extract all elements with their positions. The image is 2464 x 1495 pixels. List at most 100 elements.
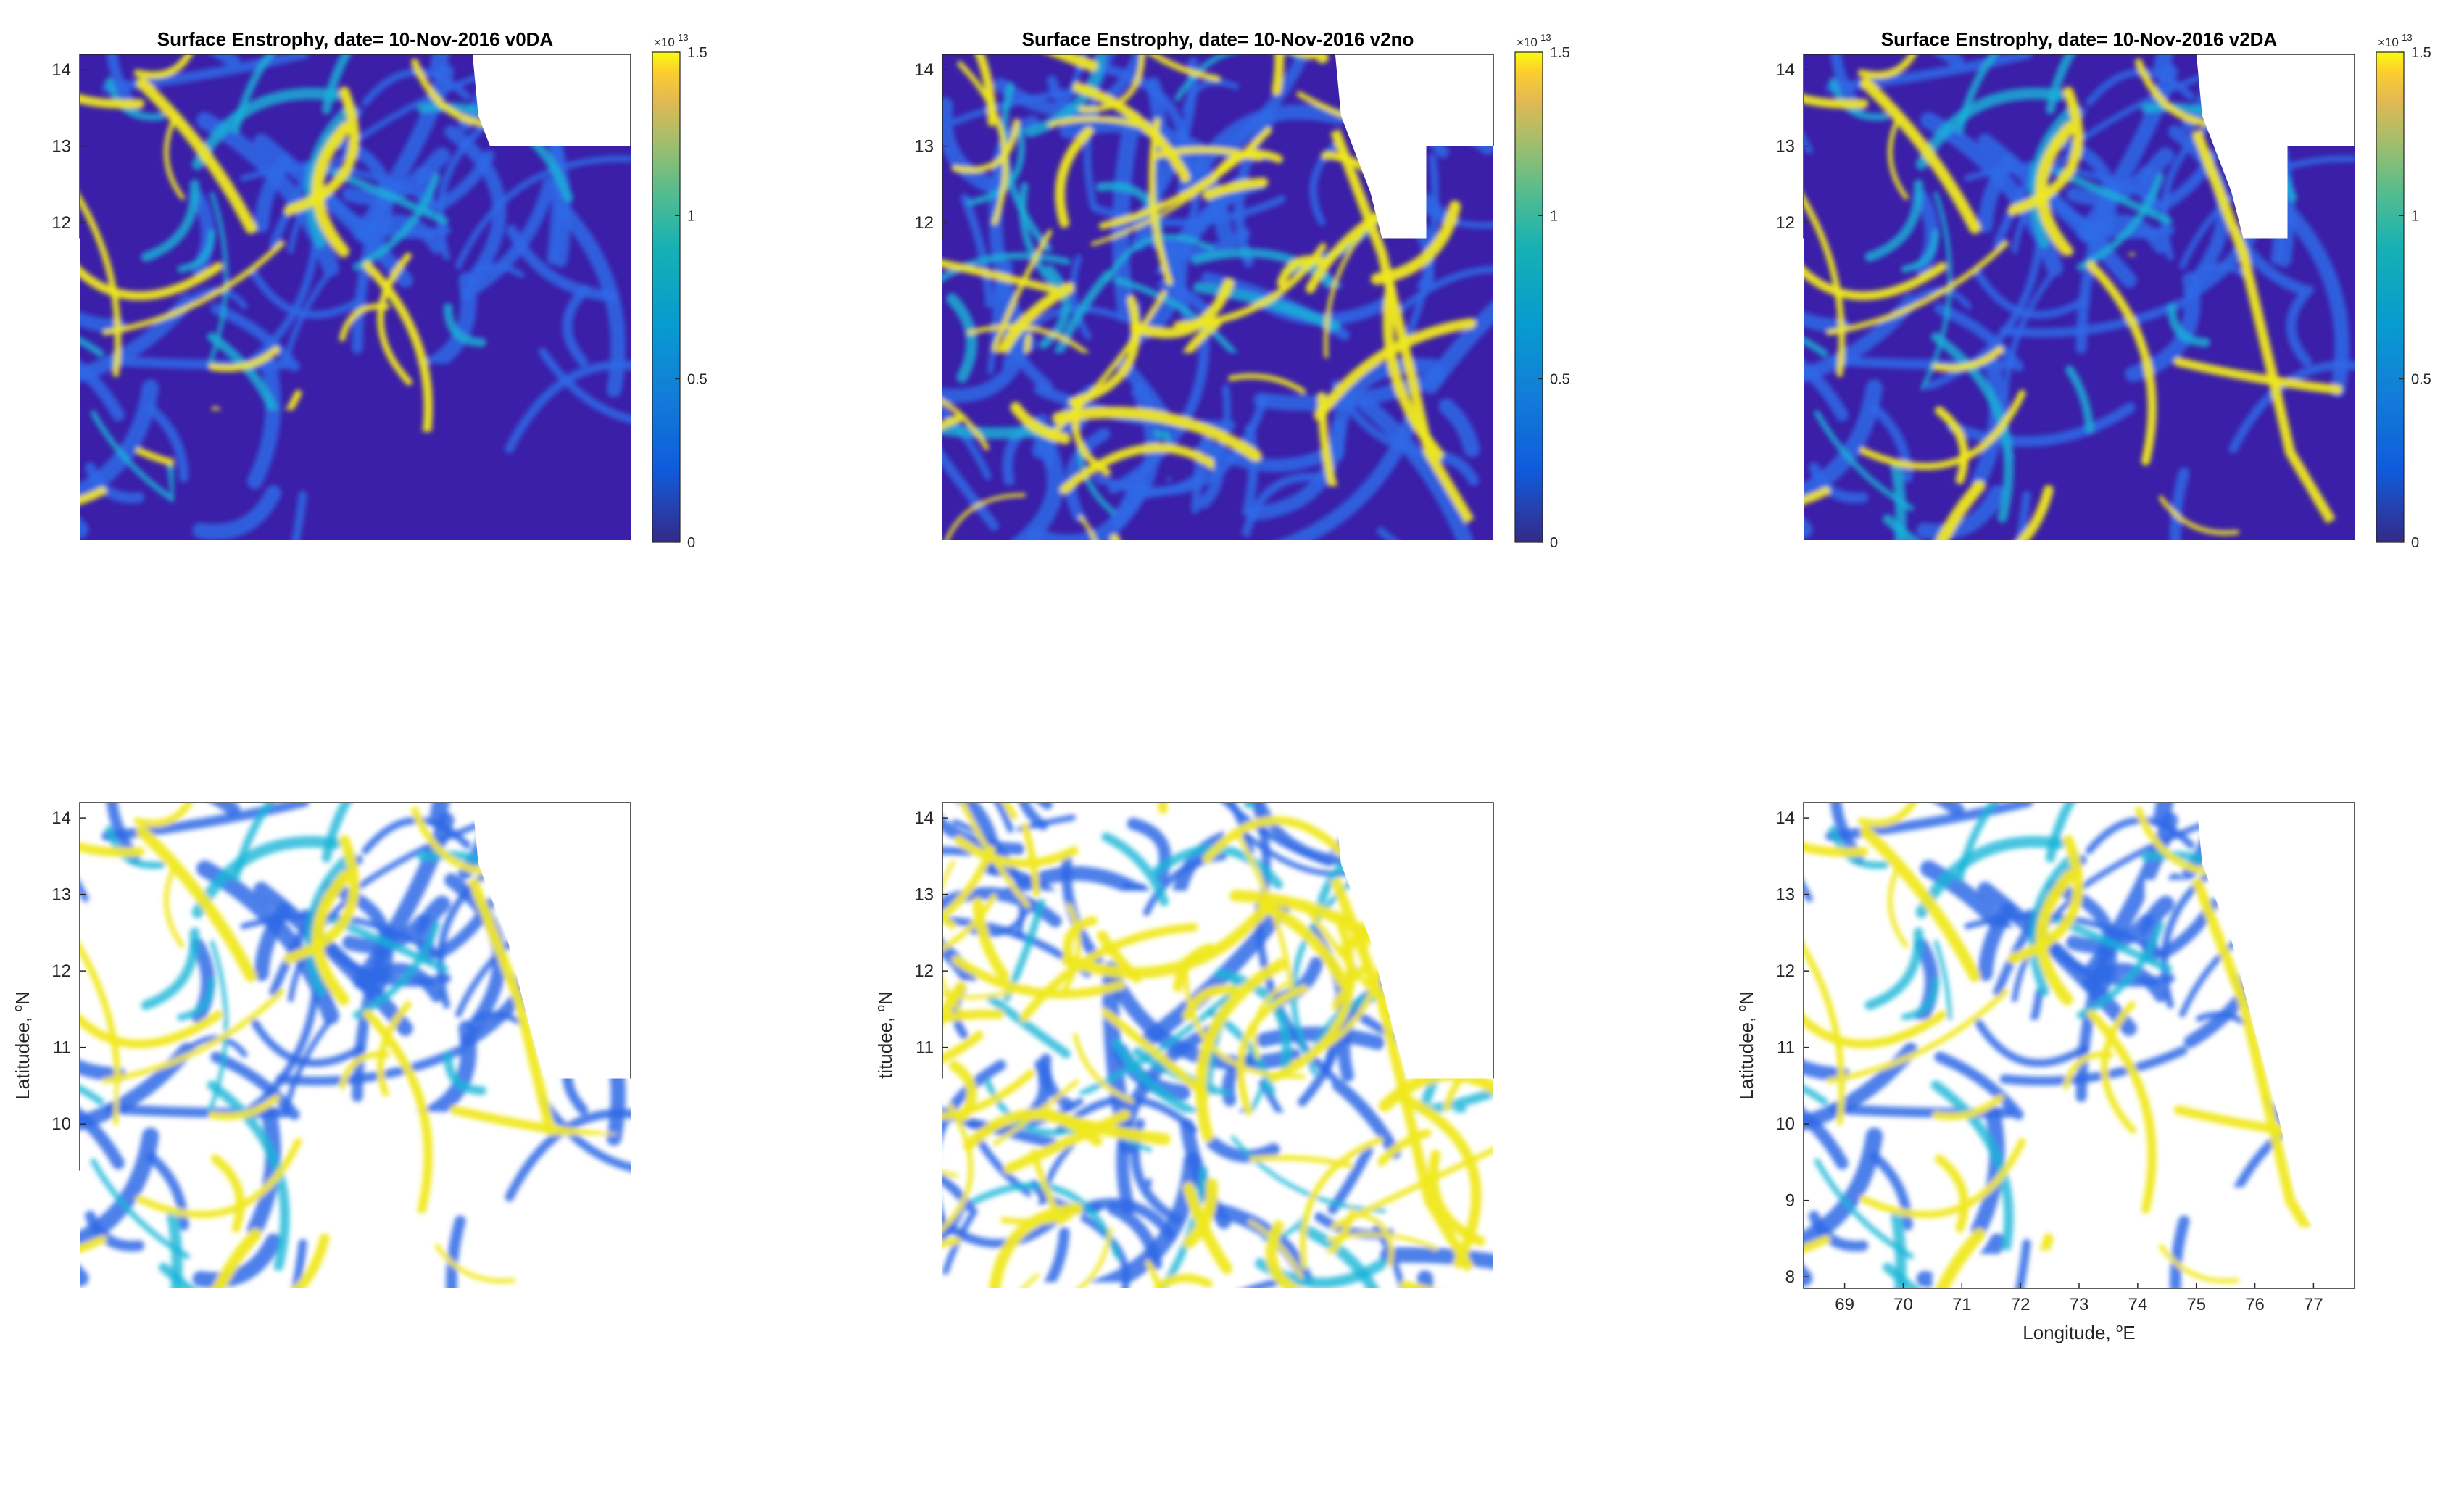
colorbar-tick-label: 0 bbox=[687, 1283, 695, 1299]
colorbar-tick-label: 0 bbox=[687, 535, 695, 551]
x-tick-label: 70 bbox=[170, 1295, 189, 1314]
enstrophy-filament bbox=[805, 1147, 956, 1176]
x-tick-label: 69 bbox=[974, 547, 993, 566]
colorbar-tick-label: 0 bbox=[2411, 1283, 2419, 1299]
enstrophy-filament bbox=[0, 802, 86, 898]
y-tick-label: 14 bbox=[914, 808, 934, 828]
x-tick-label: 71 bbox=[1091, 1295, 1111, 1314]
colorbar-tick-label: 0.5 bbox=[687, 372, 708, 388]
colorbar-tick-label: 1.5 bbox=[687, 45, 708, 61]
x-axis-label: Longitude, oE bbox=[1161, 1321, 1274, 1343]
colorbar-tick-label: 1.5 bbox=[2411, 45, 2431, 61]
x-tick-label: 72 bbox=[1150, 1295, 1169, 1314]
colorbar-tick-label: 1.5 bbox=[2411, 793, 2431, 809]
enstrophy-filament bbox=[1272, 10, 1279, 91]
x-tick-label: 70 bbox=[1032, 1295, 1052, 1314]
x-tick-label: 76 bbox=[521, 547, 541, 566]
panel-b: Surface Enstrophy, date= 10-Nov-2016 v2n… bbox=[863, 22, 1682, 747]
x-tick-label: 72 bbox=[287, 547, 307, 566]
enstrophy-filament bbox=[1380, 531, 1522, 606]
y-tick-label: 11 bbox=[53, 290, 71, 310]
panel-e: Surface Enstrophy, date= 10-Nov-2016 v7n… bbox=[863, 770, 1682, 1495]
panel-f: Surface Enstrophy, date= 10-Nov-2016 v7D… bbox=[1724, 770, 2464, 1495]
x-tick-label: 70 bbox=[1032, 547, 1052, 566]
x-tick-label: 76 bbox=[1384, 1295, 1403, 1314]
y-tick-label: 13 bbox=[914, 885, 934, 905]
colorbar bbox=[2376, 52, 2404, 542]
x-axis-label: Longitude, oE bbox=[1161, 573, 1274, 595]
x-tick-label: 71 bbox=[1952, 1295, 1972, 1314]
x-tick-label: 75 bbox=[462, 1295, 482, 1314]
x-tick-label: 73 bbox=[1208, 547, 1228, 566]
y-tick-label: 14 bbox=[1775, 808, 1795, 828]
enstrophy-map-f: Surface Enstrophy, date= 10-Nov-2016 v7D… bbox=[1724, 770, 2464, 1495]
x-tick-label: 75 bbox=[1325, 1295, 1345, 1314]
x-tick-label: 73 bbox=[2070, 1295, 2089, 1314]
enstrophy-map-e: Surface Enstrophy, date= 10-Nov-2016 v7n… bbox=[863, 770, 1682, 1495]
y-tick-label: 10 bbox=[51, 366, 71, 386]
y-axis-label: Latitudee, oN bbox=[11, 991, 33, 1100]
colorbar-exponent: ×10-13 bbox=[1517, 780, 1551, 798]
x-axis-label: Longitude, oE bbox=[299, 573, 411, 595]
enstrophy-field bbox=[1641, 0, 2449, 671]
colorbar-tick-label: 1 bbox=[687, 208, 695, 224]
x-tick-label: 76 bbox=[521, 1295, 541, 1314]
y-tick-label: 10 bbox=[1775, 1114, 1795, 1134]
panel-letter-label: (d) bbox=[283, 1408, 428, 1463]
y-tick-label: 12 bbox=[51, 213, 71, 233]
colorbar-tick-label: 1 bbox=[1550, 956, 1558, 972]
y-tick-label: 14 bbox=[1775, 60, 1795, 80]
y-tick-label: 10 bbox=[914, 366, 934, 386]
x-axis-label: Longitude, oE bbox=[2023, 573, 2135, 595]
panel-letter-label: (a) bbox=[283, 660, 428, 715]
y-tick-label: 9 bbox=[62, 1191, 71, 1211]
y-axis-label: Latitudee, oN bbox=[1735, 991, 1757, 1100]
x-tick-label: 70 bbox=[170, 547, 189, 566]
x-tick-label: 77 bbox=[1443, 1295, 1462, 1314]
x-tick-label: 74 bbox=[1266, 1295, 1286, 1314]
colorbar-tick-label: 1 bbox=[687, 956, 695, 972]
x-axis-label: Longitude, oE bbox=[2023, 1321, 2135, 1343]
colorbar-tick-label: 0.5 bbox=[1550, 372, 1570, 388]
x-tick-label: 75 bbox=[2186, 547, 2206, 566]
enstrophy-filament bbox=[843, 850, 969, 855]
x-tick-label: 74 bbox=[2128, 547, 2147, 566]
colorbar bbox=[652, 52, 680, 542]
x-axis-label: Longitude, oE bbox=[299, 1321, 411, 1343]
colorbar-exponent: ×10-13 bbox=[1517, 32, 1551, 49]
x-tick-label: 72 bbox=[287, 1295, 307, 1314]
y-tick-label: 12 bbox=[51, 961, 71, 981]
panel-c: Surface Enstrophy, date= 10-Nov-2016 v2D… bbox=[1724, 22, 2464, 747]
x-tick-label: 72 bbox=[2011, 547, 2030, 566]
x-tick-label: 69 bbox=[111, 547, 130, 566]
y-tick-label: 8 bbox=[924, 1267, 934, 1287]
x-tick-label: 73 bbox=[1208, 1295, 1228, 1314]
panel-letter-label: (b) bbox=[1145, 660, 1290, 715]
x-tick-label: 70 bbox=[1893, 1295, 1913, 1314]
y-tick-label: 11 bbox=[916, 1038, 934, 1058]
colorbar-tick-label: 0.5 bbox=[687, 1120, 708, 1136]
x-tick-label: 70 bbox=[1893, 547, 1913, 566]
colorbar bbox=[2376, 800, 2404, 1291]
x-tick-label: 71 bbox=[1952, 547, 1972, 566]
y-tick-label: 8 bbox=[924, 519, 934, 539]
x-tick-label: 69 bbox=[1835, 547, 1854, 566]
x-tick-label: 74 bbox=[404, 1295, 423, 1314]
x-tick-label: 77 bbox=[1443, 547, 1462, 566]
colorbar bbox=[1515, 800, 1543, 1291]
x-tick-label: 71 bbox=[1091, 547, 1111, 566]
x-tick-label: 73 bbox=[346, 1295, 365, 1314]
colorbar-tick-label: 1 bbox=[2411, 208, 2419, 224]
colorbar-tick-label: 0 bbox=[2411, 535, 2419, 551]
y-tick-label: 11 bbox=[53, 1038, 71, 1058]
y-tick-label: 9 bbox=[924, 443, 934, 463]
x-tick-label: 73 bbox=[2070, 547, 2089, 566]
x-tick-label: 77 bbox=[580, 1295, 600, 1314]
colorbar-tick-label: 1.5 bbox=[1550, 45, 1570, 61]
x-tick-label: 75 bbox=[2186, 1295, 2206, 1314]
colorbar-tick-label: 0 bbox=[1550, 1283, 1558, 1299]
panel-title: Surface Enstrophy, date= 10-Nov-2016 v0D… bbox=[157, 777, 554, 798]
y-tick-label: 12 bbox=[1775, 961, 1795, 981]
x-tick-label: 74 bbox=[404, 547, 423, 566]
